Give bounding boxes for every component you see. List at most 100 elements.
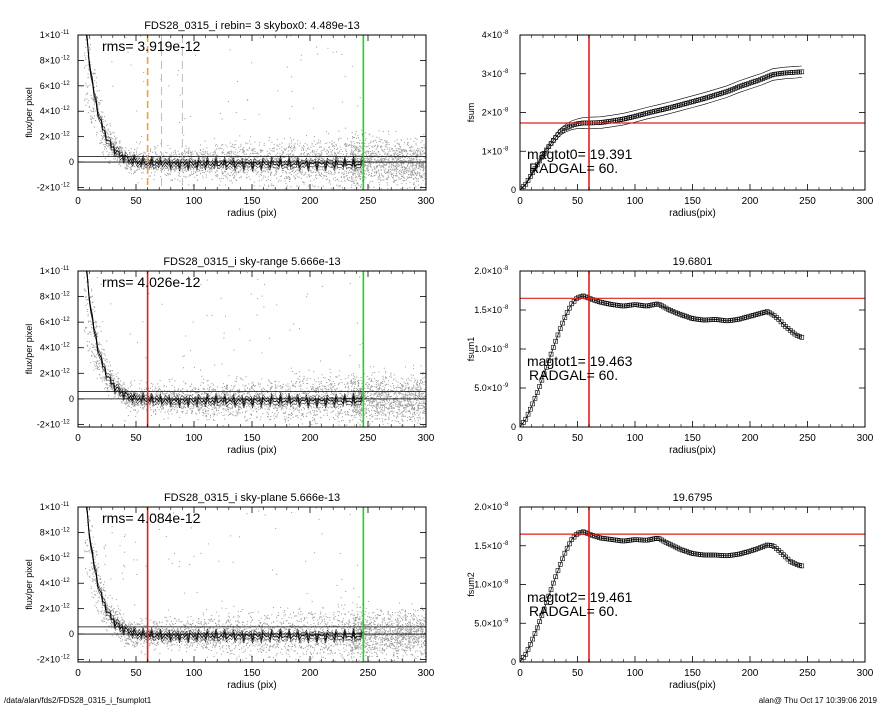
scatter-point: [150, 409, 152, 411]
scatter-point: [328, 146, 330, 148]
scatter-point: [289, 387, 291, 389]
scatter-point: [263, 396, 265, 398]
scatter-point: [395, 158, 397, 160]
scatter-point: [202, 401, 204, 403]
scatter-point: [234, 176, 236, 178]
scatter-point: [361, 172, 363, 174]
scatter-point: [423, 166, 425, 168]
scatter-point: [207, 384, 209, 386]
scatter-point: [91, 117, 93, 119]
scatter-point: [398, 170, 400, 172]
scatter-point: [85, 82, 87, 84]
scatter-point: [386, 171, 388, 173]
scatter-point: [413, 184, 415, 186]
scatter-point: [416, 149, 418, 151]
scatter-point: [259, 386, 261, 388]
scatter-point: [343, 153, 345, 155]
scatter-point: [259, 173, 261, 175]
scatter-point: [89, 84, 91, 86]
scatter-point: [338, 421, 340, 423]
scatter-point: [151, 172, 153, 174]
scatter-point: [308, 159, 310, 161]
scatter-point: [228, 174, 230, 176]
scatter-point: [307, 382, 309, 384]
scatter-point: [288, 172, 290, 174]
scatter-point: [251, 62, 253, 64]
scatter-point: [86, 17, 87, 18]
scatter-point: [135, 152, 137, 154]
scatter-point: [290, 147, 292, 149]
scatter-point: [415, 174, 417, 176]
scatter-point: [103, 349, 105, 351]
scatter-point: [244, 150, 246, 152]
scatter-point: [95, 327, 97, 329]
scatter-point: [96, 114, 98, 116]
scatter-point: [411, 158, 413, 160]
scatter-point: [422, 169, 424, 171]
scatter-point: [217, 155, 219, 157]
scatter-point: [396, 179, 398, 181]
scatter-point: [275, 159, 277, 161]
scatter-point: [405, 183, 407, 185]
scatter-point: [392, 148, 394, 150]
scatter-point: [368, 185, 370, 187]
scatter-point: [206, 165, 208, 167]
scatter-point: [151, 163, 153, 165]
scatter-point: [382, 164, 384, 166]
scatter-point: [176, 159, 178, 161]
scatter-point: [134, 402, 136, 404]
scatter-point: [156, 160, 158, 162]
scatter-point: [198, 405, 200, 407]
x-tick-label: 100: [186, 196, 203, 207]
scatter-point: [211, 178, 213, 180]
scatter-point: [119, 163, 121, 165]
scatter-point: [395, 175, 397, 177]
scatter-point: [142, 166, 144, 168]
scatter-point: [339, 413, 341, 415]
profile-lower-line: [85, 35, 363, 173]
scatter-point: [96, 332, 98, 334]
scatter-point: [390, 175, 392, 177]
scatter-point: [277, 159, 279, 161]
scatter-point: [183, 170, 185, 172]
scatter-point: [361, 142, 363, 144]
scatter-point: [424, 156, 426, 158]
scatter-point: [154, 386, 156, 388]
scatter-point: [377, 179, 379, 181]
scatter-point: [400, 171, 402, 173]
scatter-point: [122, 155, 124, 157]
scatter-point: [377, 150, 379, 152]
scatter-point: [224, 409, 226, 411]
scatter-point: [236, 402, 238, 404]
scatter-point: [236, 159, 238, 161]
scatter-point: [175, 154, 177, 156]
scatter-point: [337, 156, 339, 158]
scatter-point: [336, 156, 338, 158]
scatter-point: [211, 159, 213, 161]
scatter-point: [275, 173, 277, 175]
scatter-point: [369, 159, 371, 161]
scatter-point: [371, 145, 373, 147]
scatter-point: [229, 156, 231, 158]
scatter-point: [357, 105, 359, 107]
scatter-point: [361, 179, 363, 181]
scatter-point: [252, 410, 254, 412]
scatter-point: [359, 171, 361, 173]
x-tick-label: 250: [799, 196, 816, 207]
scatter-point: [293, 160, 295, 162]
scatter-point: [235, 381, 237, 383]
scatter-point: [305, 150, 307, 152]
scatter-point: [181, 163, 183, 165]
scatter-point: [202, 151, 204, 153]
scatter-point: [130, 156, 132, 158]
scatter-point: [236, 154, 238, 156]
scatter-point: [358, 167, 360, 169]
scatter-point: [224, 167, 226, 169]
scatter-point: [157, 168, 159, 170]
scatter-point: [89, 61, 91, 63]
scatter-point: [145, 163, 147, 165]
scatter-point: [118, 161, 120, 163]
scatter-point: [286, 166, 288, 168]
scatter-point: [331, 406, 333, 408]
scatter-point: [327, 389, 329, 391]
